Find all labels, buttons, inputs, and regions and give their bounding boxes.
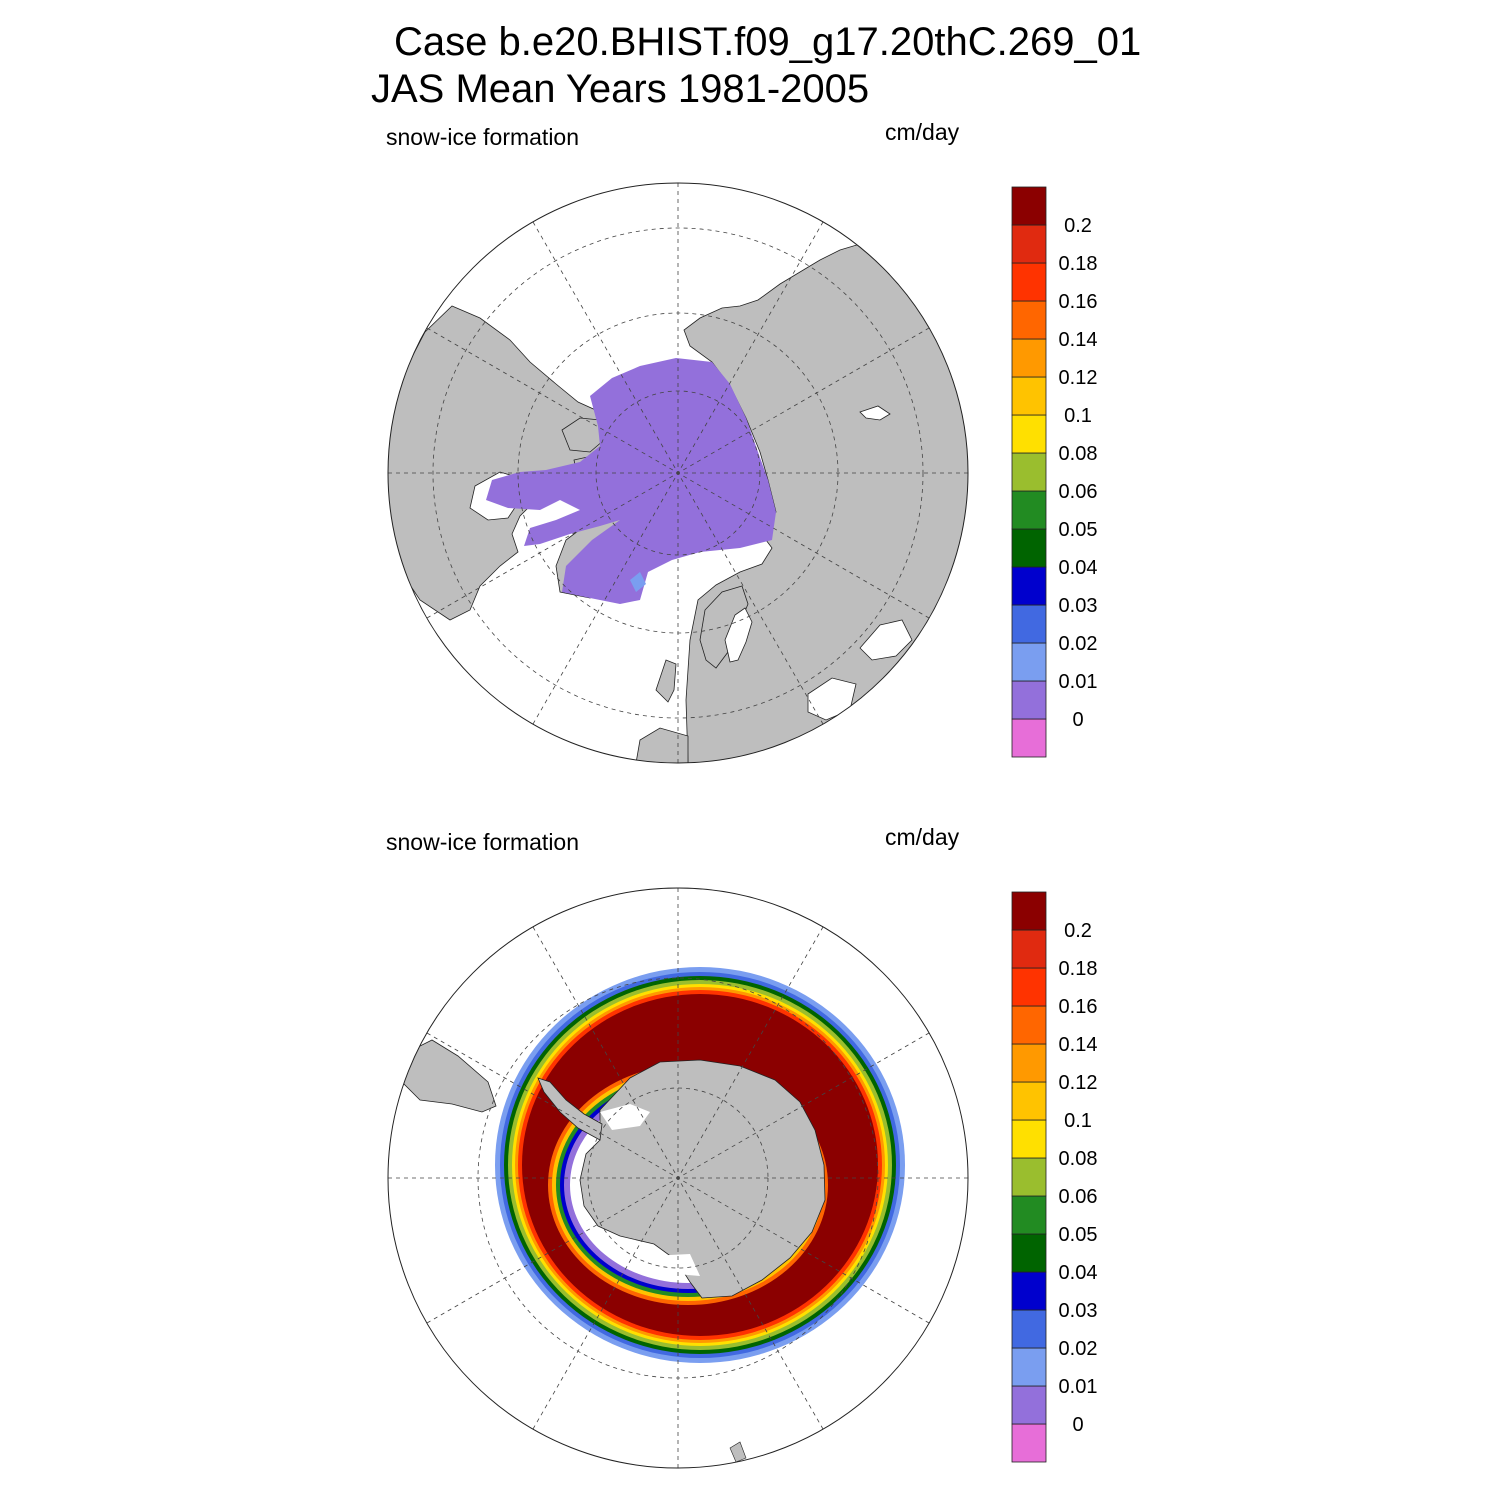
- southern-island: [729, 1441, 747, 1463]
- antarctic-colorbar-swatch-10: [1011, 1043, 1047, 1083]
- arctic-map: [387, 182, 969, 764]
- panel-1-units-label: cm/day: [885, 119, 960, 145]
- arctic-colorbar-tick-label: 0.08: [1059, 443, 1098, 465]
- arctic-colorbar-tick-label: 0.1: [1064, 405, 1092, 427]
- antarctic-colorbar-tick-label: 0: [1072, 1414, 1083, 1436]
- antarctic-map: [387, 887, 969, 1469]
- panel-2-variable-label: snow-ice formation: [386, 829, 580, 855]
- colorbar-arctic: 0 0.01 0.02 0.03 0.04 0.05 0.06 0.08 0.1 0.12 0.14…: [1011, 186, 1098, 758]
- arctic-graticule: [388, 183, 968, 763]
- antarctic-colorbar-tick-label: 0.05: [1059, 1224, 1098, 1246]
- baltic-sea: [724, 607, 753, 663]
- caspian-sea: [859, 619, 913, 661]
- arctic-colorbar-swatch-10: [1011, 338, 1047, 378]
- antarctic-colorbar-tick-label: 0.2: [1064, 920, 1092, 942]
- arctic-colorbar-swatch-0: [1011, 718, 1047, 758]
- panel-1-variable-label: snow-ice formation: [386, 124, 580, 150]
- antarctic-colorbar-tick-label: 0.18: [1059, 958, 1098, 980]
- weddell-ice-shelf: [600, 1104, 650, 1130]
- antarctic-colorbar-tick-label: 0.01: [1059, 1376, 1098, 1398]
- arctic-colorbar-tick-label: 0: [1072, 709, 1083, 731]
- antarctic-colorbar-swatch-14: [1011, 891, 1047, 931]
- arctic-colorbar-swatch-9: [1011, 376, 1047, 416]
- antarctic-map-border: [387, 887, 969, 1469]
- arctic-colorbar-swatch-11: [1011, 300, 1047, 340]
- arctic-colorbar-tick-label: 0.14: [1059, 329, 1098, 351]
- colorbar-antarctic: 0 0.01 0.02 0.03 0.04 0.05 0.06 0.08 0.1 0.12 0.14…: [1011, 891, 1098, 1463]
- antarctic-graticule: [388, 888, 968, 1468]
- antarctic-colorbar-tick-label: 0.14: [1059, 1034, 1098, 1056]
- panel-2-units-label: cm/day: [885, 824, 960, 850]
- antarctic-colorbar-tick-label: 0.1: [1064, 1110, 1092, 1132]
- arctic-colorbar-tick-label: 0.05: [1059, 519, 1098, 541]
- antarctic-colorbar-swatch-5: [1011, 1233, 1047, 1273]
- ross-ice-shelf: [650, 1254, 700, 1276]
- arctic-colorbar-swatch-3: [1011, 604, 1047, 644]
- arctic-colorbar-tick-label: 0.02: [1059, 633, 1098, 655]
- arctic-colorbar-swatch-8: [1011, 414, 1047, 454]
- arctic-colorbar-tick-label: 0.04: [1059, 557, 1098, 579]
- arctic-colorbar-swatch-2: [1011, 642, 1047, 682]
- antarctic-colorbar-swatch-0: [1011, 1423, 1047, 1463]
- antarctic-colorbar-tick-label: 0.04: [1059, 1262, 1098, 1284]
- figure-title-line-2: JAS Mean Years 1981-2005: [371, 67, 870, 111]
- antarctic-colorbar-swatch-1: [1011, 1385, 1047, 1425]
- arctic-colorbar-swatch-13: [1011, 224, 1047, 264]
- arctic-colorbar-swatch-14: [1011, 186, 1047, 226]
- antarctic-colorbar-swatch-2: [1011, 1347, 1047, 1387]
- antarctic-peninsula: [537, 1077, 603, 1141]
- mediterranean-landmass: [635, 727, 689, 763]
- south-america-landmass: [399, 1039, 497, 1113]
- antarctic-colorbar-tick-label: 0.12: [1059, 1072, 1098, 1094]
- antarctic-colorbar-swatch-6: [1011, 1195, 1047, 1235]
- arctic-colorbar-swatch-6: [1011, 490, 1047, 530]
- arctic-colorbar-tick-label: 0.01: [1059, 671, 1098, 693]
- arctic-colorbar-swatch-7: [1011, 452, 1047, 492]
- antarctic-colorbar-swatch-3: [1011, 1309, 1047, 1349]
- arctic-colorbar-swatch-1: [1011, 680, 1047, 720]
- antarctic-colorbar-tick-label: 0.08: [1059, 1148, 1098, 1170]
- arctic-colorbar-tick-label: 0.18: [1059, 253, 1098, 275]
- arctic-colorbar-tick-label: 0.06: [1059, 481, 1098, 503]
- antarctic-colorbar-tick-label: 0.02: [1059, 1338, 1098, 1360]
- antarctic-colorbar-swatch-12: [1011, 967, 1047, 1007]
- british-isles: [655, 659, 677, 703]
- antarctic-colorbar-swatch-11: [1011, 1005, 1047, 1045]
- arctic-sea-ice-field: [486, 358, 776, 604]
- antarctic-colorbar-swatch-8: [1011, 1119, 1047, 1159]
- antarctic-colorbar-tick-label: 0.06: [1059, 1186, 1098, 1208]
- arctic-colorbar-swatch-4: [1011, 566, 1047, 606]
- antarctic-colorbar-tick-label: 0.03: [1059, 1300, 1098, 1322]
- figure-title-line-1: Case b.e20.BHIST.f09_g17.20thC.269_01: [394, 20, 1142, 64]
- arctic-colorbar-tick-label: 0.2: [1064, 215, 1092, 237]
- arctic-colorbar-tick-label: 0.03: [1059, 595, 1098, 617]
- antarctic-colorbar-tick-label: 0.16: [1059, 996, 1098, 1018]
- okhotsk-inlet: [859, 405, 891, 421]
- arctic-colorbar-swatch-5: [1011, 528, 1047, 568]
- arctic-colorbar-swatch-12: [1011, 262, 1047, 302]
- antarctic-colorbar-swatch-13: [1011, 929, 1047, 969]
- arctic-map-border: [387, 182, 969, 764]
- antarctic-colorbar-swatch-7: [1011, 1157, 1047, 1197]
- arctic-colorbar-tick-label: 0.16: [1059, 291, 1098, 313]
- arctic-colorbar-tick-label: 0.12: [1059, 367, 1098, 389]
- antarctic-colorbar-swatch-4: [1011, 1271, 1047, 1311]
- arctic-ice-light-blue-fringe: [630, 572, 646, 592]
- antarctic-colorbar-swatch-9: [1011, 1081, 1047, 1121]
